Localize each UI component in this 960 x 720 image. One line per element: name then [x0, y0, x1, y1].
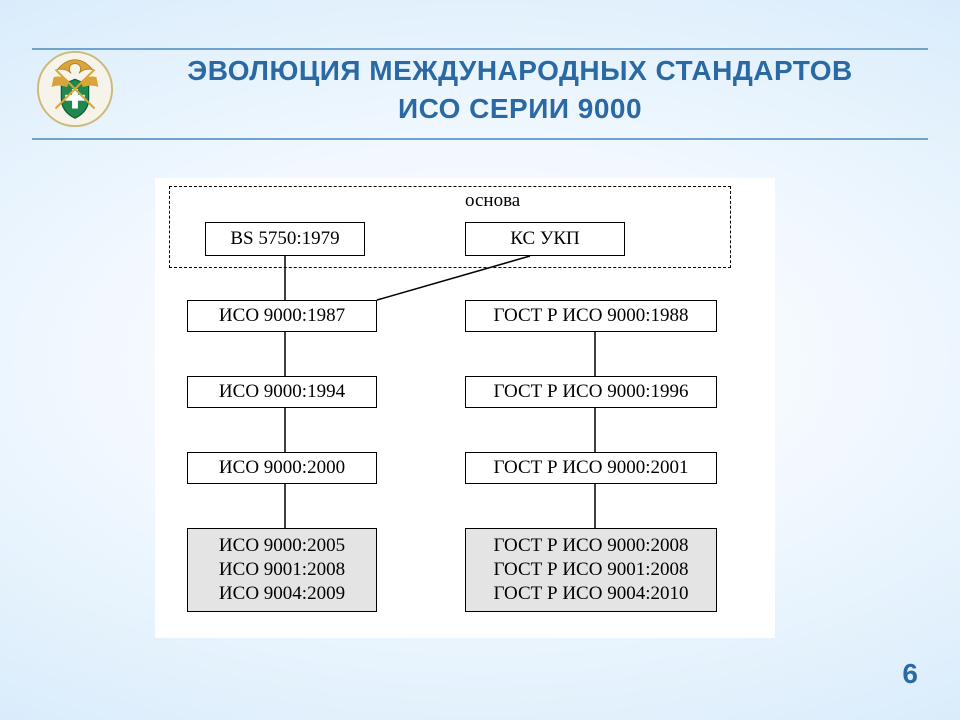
node-text: ГОСТ Р ИСО 9000:1988	[494, 304, 689, 328]
node-text: ИСО 9000:2005	[219, 534, 345, 558]
node-gostblock: ГОСТ Р ИСО 9000:2008ГОСТ Р ИСО 9001:2008…	[465, 528, 717, 612]
node-text: ГОСТ Р ИСО 9000:2001	[494, 456, 689, 480]
node-gost1996: ГОСТ Р ИСО 9000:1996	[465, 376, 717, 408]
node-text: ИСО 9000:1994	[219, 380, 345, 404]
node-gost2001: ГОСТ Р ИСО 9000:2001	[465, 452, 717, 484]
node-text: BS 5750:1979	[230, 227, 339, 251]
evolution-diagram: основа BS 5750:1979 КС УКП ИСО 9000:1987 ГОС…	[155, 178, 775, 638]
node-bs5750: BS 5750:1979	[205, 222, 365, 256]
node-text: ИСО 9001:2008	[219, 558, 345, 582]
node-text: ГОСТ Р ИСО 9000:2008	[494, 534, 689, 558]
slide: ЭВОЛЮЦИЯ МЕЖДУНАРОДНЫХ СТАНДАРТОВ ИСО СЕ…	[0, 0, 960, 720]
title-line-2: ИСО СЕРИИ 9000	[398, 93, 642, 124]
page-number: 6	[902, 658, 918, 690]
basis-label: основа	[465, 190, 520, 212]
node-text: ГОСТ Р ИСО 9004:2010	[494, 582, 689, 606]
title-line-1: ЭВОЛЮЦИЯ МЕЖДУНАРОДНЫХ СТАНДАРТОВ	[187, 55, 852, 86]
slide-title: ЭВОЛЮЦИЯ МЕЖДУНАРОДНЫХ СТАНДАРТОВ ИСО СЕ…	[120, 52, 920, 128]
node-text: ГОСТ Р ИСО 9001:2008	[494, 558, 689, 582]
node-iso1987: ИСО 9000:1987	[187, 300, 377, 332]
node-ksykp: КС УКП	[465, 222, 625, 256]
node-isoblock: ИСО 9000:2005ИСО 9001:2008ИСО 9004:2009	[187, 528, 377, 612]
node-text: ИСО 9000:2000	[219, 456, 345, 480]
rule-top	[32, 48, 928, 50]
node-text: КС УКП	[510, 227, 579, 251]
node-text: ГОСТ Р ИСО 9000:1996	[494, 380, 689, 404]
rule-bottom	[32, 138, 928, 140]
node-iso1994: ИСО 9000:1994	[187, 376, 377, 408]
node-text: ИСО 9000:1987	[219, 304, 345, 328]
node-gost1988: ГОСТ Р ИСО 9000:1988	[465, 300, 717, 332]
node-iso2000: ИСО 9000:2000	[187, 452, 377, 484]
customs-emblem-icon	[36, 50, 114, 128]
node-text: ИСО 9004:2009	[219, 582, 345, 606]
